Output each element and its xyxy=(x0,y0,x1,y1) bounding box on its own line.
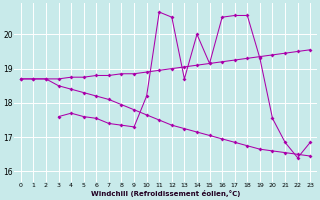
X-axis label: Windchill (Refroidissement éolien,°C): Windchill (Refroidissement éolien,°C) xyxy=(91,190,240,197)
